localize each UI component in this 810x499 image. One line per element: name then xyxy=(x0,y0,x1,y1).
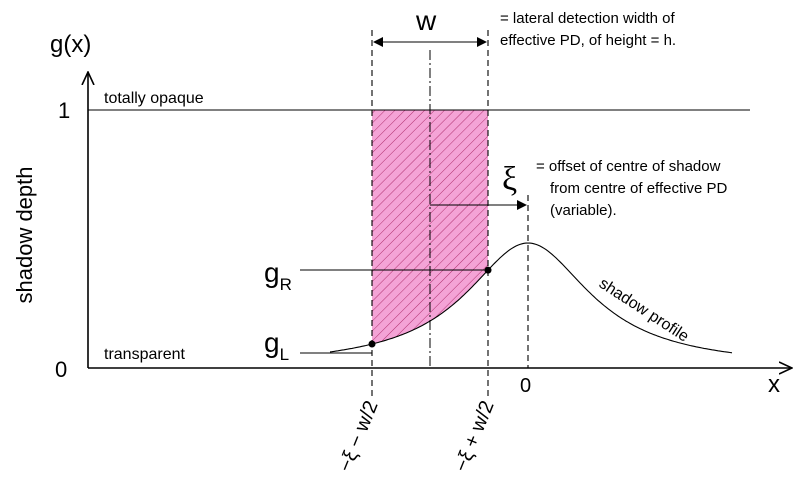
gr-label: gR xyxy=(264,257,292,294)
x-zero: 0 xyxy=(520,375,531,397)
width-def-1: = lateral detection width of xyxy=(500,10,676,27)
gl-label: gL xyxy=(264,327,289,364)
y-one: 1 xyxy=(58,98,70,123)
gl-sub: L xyxy=(280,345,289,364)
x-axis-label: x xyxy=(768,371,780,398)
transparent-label: transparent xyxy=(104,346,185,363)
shadow-profile xyxy=(329,242,733,354)
y-title: shadow depth xyxy=(12,167,37,304)
width-def-2: effective PD, of height = h. xyxy=(500,32,676,49)
offset-def-2: from centre of effective PD xyxy=(550,180,727,197)
right-bound-label: −ξ + w/2 xyxy=(450,398,498,475)
width-symbol: w xyxy=(415,5,437,36)
gl-point xyxy=(368,340,376,348)
offset-symbol: ξ xyxy=(502,161,517,198)
y-zero: 0 xyxy=(55,357,67,382)
y-axis-label: g(x) xyxy=(50,31,91,58)
under-curve xyxy=(372,270,488,368)
gr-sub: R xyxy=(280,275,292,294)
opaque-label: totally opaque xyxy=(104,90,204,107)
gl-base: g xyxy=(264,327,280,358)
gr-point xyxy=(484,266,492,274)
offset-def-1: = offset of centre of shadow xyxy=(536,158,721,175)
gr-base: g xyxy=(264,257,280,288)
offset-def-3: (variable). xyxy=(550,202,617,219)
left-bound-label: −ξ − w/2 xyxy=(334,398,382,475)
